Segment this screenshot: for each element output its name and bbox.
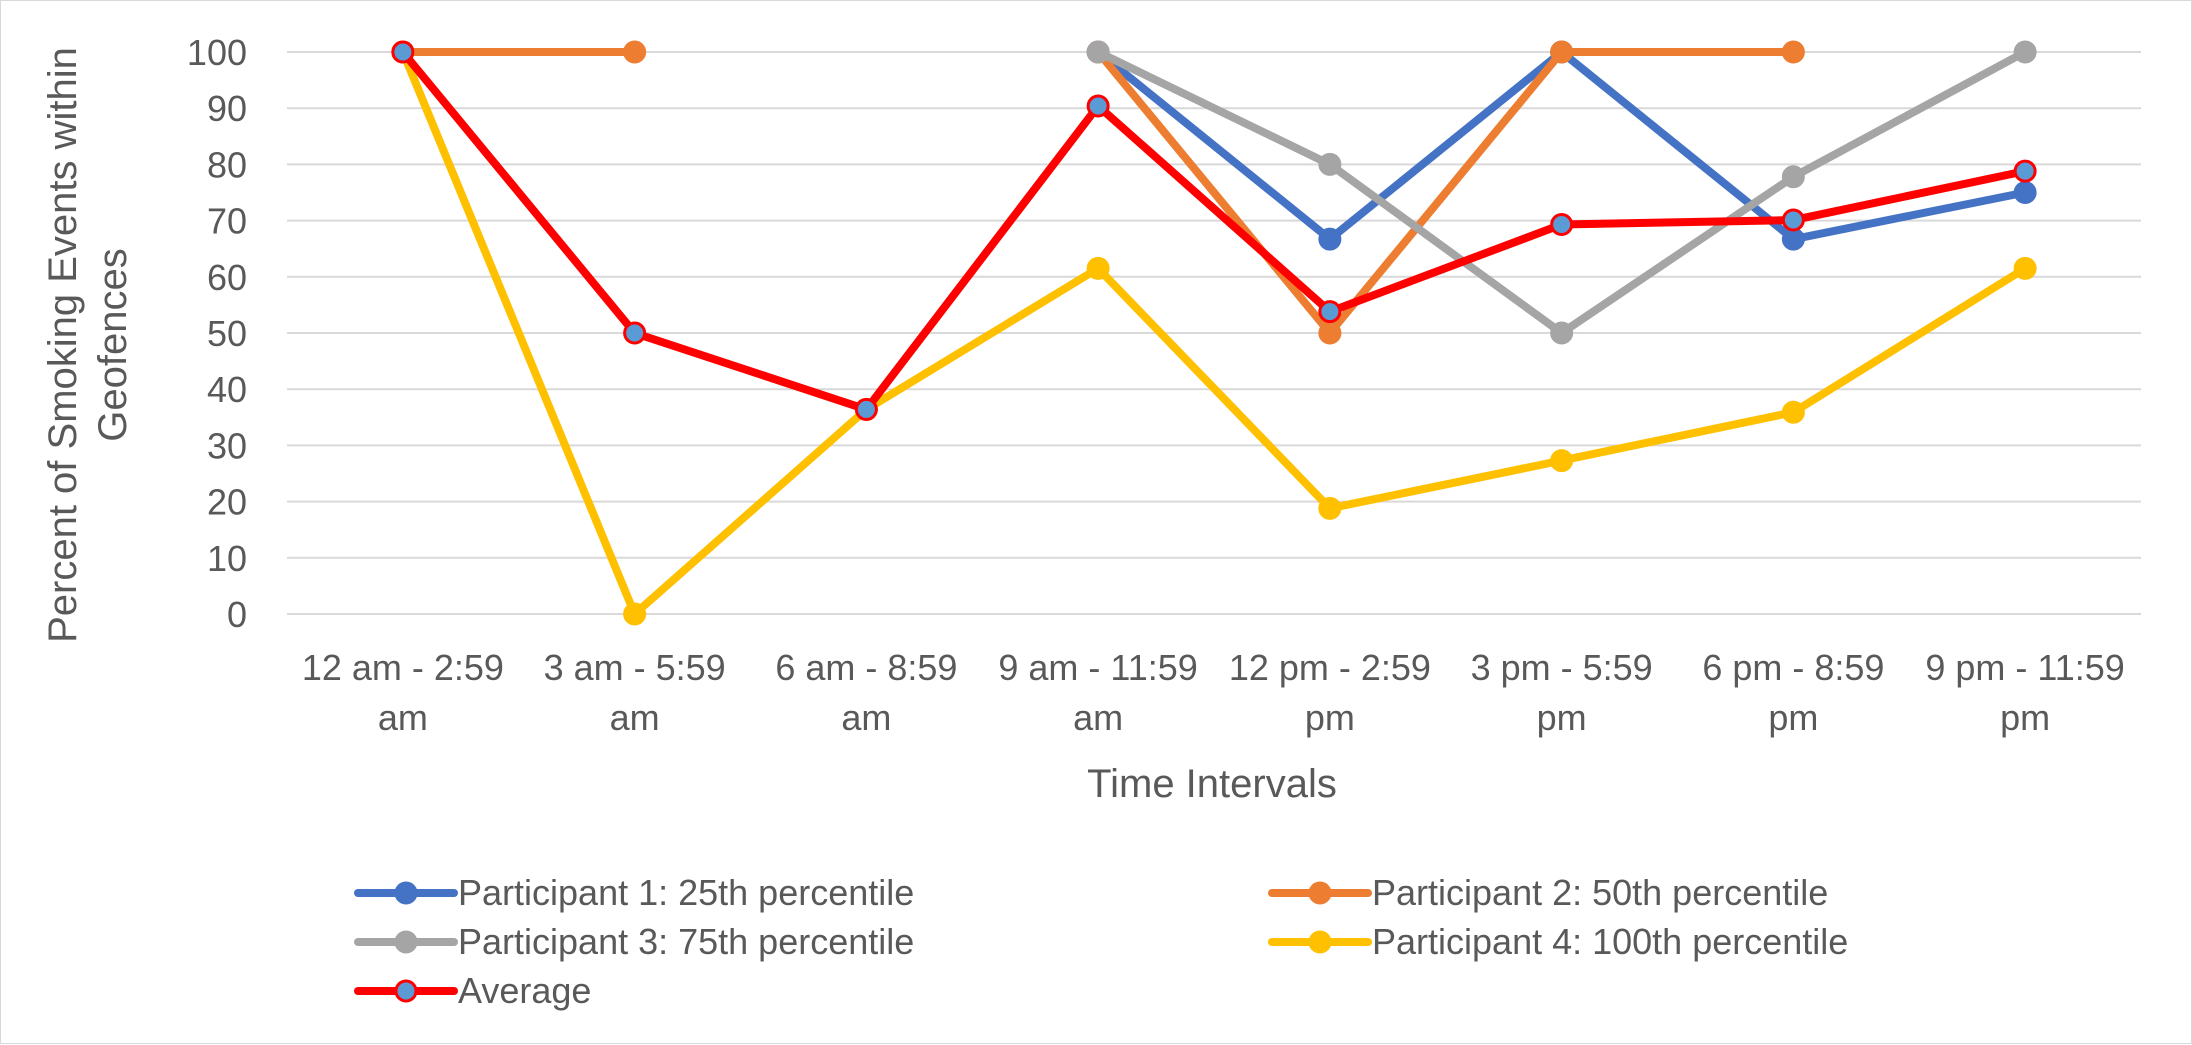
x-tick-label: 12 am - 2:59 am: [302, 647, 504, 738]
x-tick-label: 3 am - 5:59 am: [544, 647, 726, 738]
data-point: [2013, 256, 2037, 280]
legend-swatch-marker: [394, 930, 418, 954]
data-point: [1781, 227, 1805, 251]
x-axis-ticks: 12 am - 2:59 am 3 am - 5:59 am 6 am - 8:59 am…: [302, 647, 2125, 738]
data-point: [1781, 208, 1805, 232]
data-point: [1550, 213, 1574, 237]
legend-label: Average: [458, 970, 591, 1011]
x-tick-label-line: 6 pm - 8:59: [1702, 647, 1884, 688]
x-tick-label-line: 12 am - 2:59: [302, 647, 504, 688]
data-point: [854, 397, 878, 421]
x-tick-label-line: pm: [2000, 697, 2050, 738]
x-tick-label-line: 3 pm - 5:59: [1471, 647, 1653, 688]
y-tick-label: 30: [207, 425, 247, 466]
data-point: [1318, 300, 1342, 324]
series-line: [1094, 48, 2030, 244]
legend-label: Participant 4: 100th percentile: [1372, 921, 1848, 962]
x-tick-label-line: 9 pm - 11:59: [1925, 647, 2124, 688]
data-point: [1318, 321, 1342, 345]
x-tick-label-line: 3 am - 5:59: [544, 647, 726, 688]
y-tick-label: 100: [187, 32, 247, 73]
data-point: [1550, 321, 1574, 345]
data-point: [623, 602, 647, 626]
data-point: [1318, 496, 1342, 520]
data-point: [1550, 40, 1574, 64]
data-point: [2013, 159, 2037, 183]
x-tick-label-line: pm: [1768, 697, 1818, 738]
x-tick-label: 9 am - 11:59 am: [998, 647, 1197, 738]
data-point: [1318, 227, 1342, 251]
data-point: [1086, 40, 1110, 64]
data-point: [1781, 400, 1805, 424]
x-tick-label-line: am: [1073, 697, 1123, 738]
data-point: [1550, 449, 1574, 473]
y-axis-title-line: Percent of Smoking Events within: [41, 47, 85, 643]
legend-item: Participant 3: 75th percentile: [354, 921, 914, 962]
legend-item: Average: [354, 970, 591, 1011]
y-axis-title: Percent of Smoking Events within Geofence…: [41, 47, 135, 643]
x-tick-label-line: 12 pm - 2:59: [1229, 647, 1431, 688]
series-line: [1094, 48, 1798, 337]
data-point: [391, 40, 415, 64]
legend-item: Participant 1: 25th percentile: [354, 872, 914, 913]
data-point: [2013, 40, 2037, 64]
series-lines: [391, 40, 2037, 626]
series-line: [1094, 48, 2030, 337]
y-tick-label: 60: [207, 257, 247, 298]
legend-label: Participant 1: 25th percentile: [458, 872, 914, 913]
data-point: [2013, 181, 2037, 204]
legend-swatch-marker: [394, 979, 418, 1003]
series-5: [391, 40, 2037, 421]
x-tick-label-line: pm: [1537, 697, 1587, 738]
data-point: [1781, 40, 1805, 64]
legend-label: Participant 3: 75th percentile: [458, 921, 914, 962]
x-tick-label-line: pm: [1305, 697, 1355, 738]
y-tick-label: 50: [207, 313, 247, 354]
legend-swatch-marker: [1308, 930, 1332, 954]
legend: Participant 1: 25th percentile Participan…: [354, 872, 1848, 1011]
y-tick-label: 80: [207, 144, 247, 185]
x-tick-label: 6 pm - 8:59 pm: [1702, 647, 1884, 738]
legend-swatch-marker: [394, 881, 418, 905]
data-point: [1318, 152, 1342, 176]
series-3: [1086, 40, 2037, 345]
x-axis-title: Time Intervals: [1087, 762, 1337, 806]
series-line: [398, 48, 2030, 414]
x-tick-label: 6 am - 8:59 am: [775, 647, 957, 738]
x-tick-label-line: 6 am - 8:59: [775, 647, 957, 688]
x-tick-label-line: 9 am - 11:59: [998, 647, 1197, 688]
data-point: [1781, 165, 1805, 189]
x-tick-label: 3 pm - 5:59 pm: [1471, 647, 1653, 738]
data-point: [1086, 256, 1110, 280]
legend-item: Participant 4: 100th percentile: [1268, 921, 1848, 962]
legend-label: Participant 2: 50th percentile: [1372, 872, 1828, 913]
y-tick-label: 70: [207, 201, 247, 242]
y-tick-label: 20: [207, 482, 247, 523]
y-axis-ticks: 0 10 20 30 40 50 60 70 80 90 100: [187, 32, 247, 635]
x-tick-label-line: am: [378, 697, 428, 738]
x-tick-label: 9 pm - 11:59 pm: [1925, 647, 2124, 738]
data-point: [623, 40, 647, 64]
y-tick-label: 90: [207, 88, 247, 129]
legend-item: Participant 2: 50th percentile: [1268, 872, 1828, 913]
data-point: [623, 321, 647, 345]
x-tick-label-line: am: [841, 697, 891, 738]
y-tick-label: 10: [207, 538, 247, 579]
y-tick-label: 0: [227, 594, 247, 635]
y-axis-title-line: Geofences: [91, 248, 135, 441]
legend-swatch-marker: [1308, 881, 1332, 905]
x-tick-label: 12 pm - 2:59 pm: [1229, 647, 1431, 738]
y-tick-label: 40: [207, 369, 247, 410]
series-line: [398, 48, 2030, 618]
x-tick-label-line: am: [610, 697, 660, 738]
data-point: [1086, 94, 1110, 118]
